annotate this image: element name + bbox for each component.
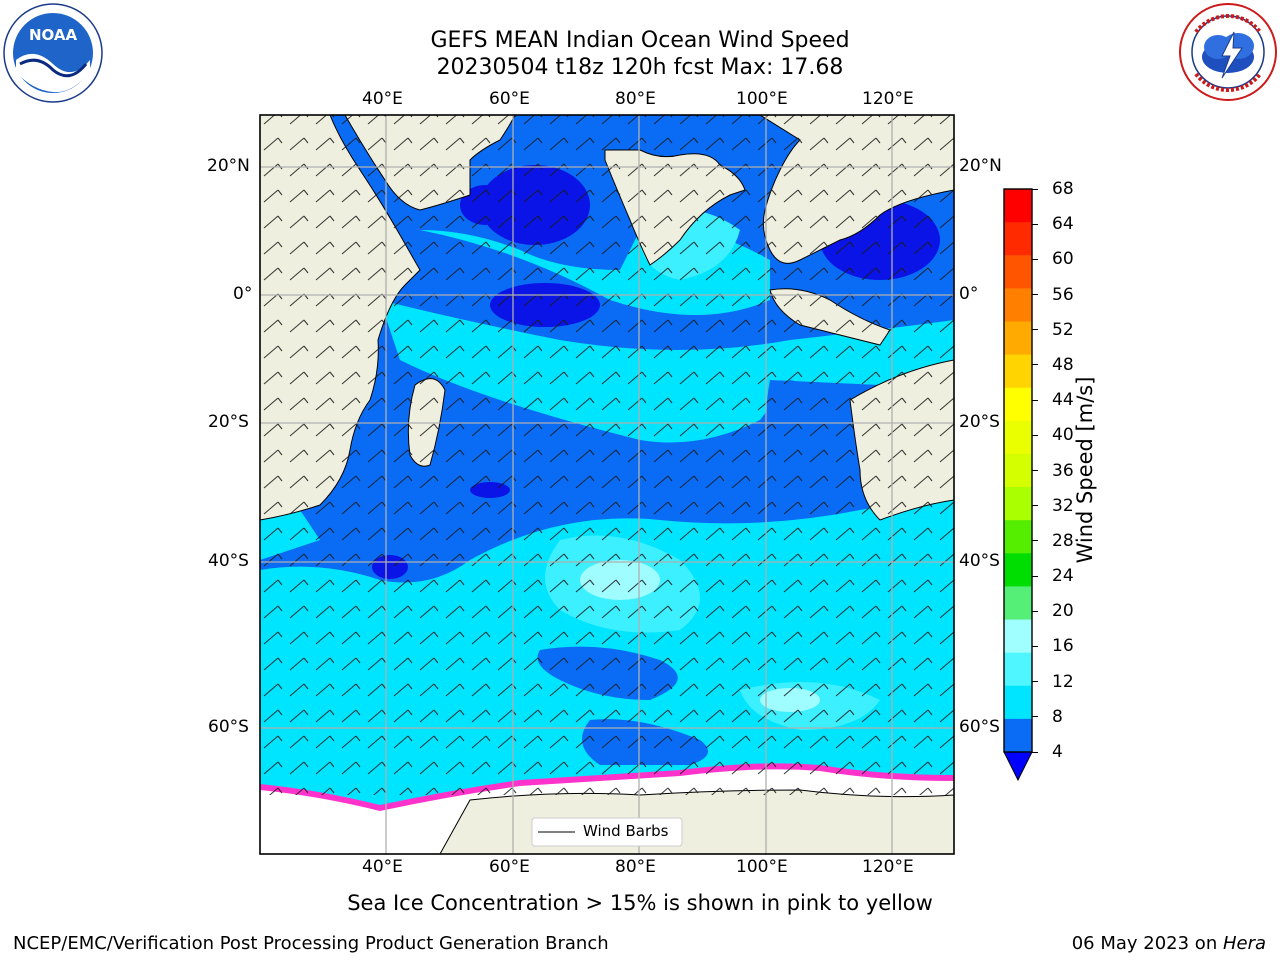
lat-tick-left: 20°S	[208, 412, 249, 432]
colorbar-segment	[1004, 619, 1032, 654]
colorbar-tick-mark	[1032, 364, 1038, 366]
colorbar-tick-mark	[1032, 645, 1038, 647]
colorbar-tick-mark	[1032, 258, 1038, 260]
colorbar-tick-label: 52	[1052, 319, 1074, 340]
colorbar-tick-label: 28	[1052, 530, 1074, 551]
colorbar-segment	[1004, 288, 1032, 322]
colorbar-tick-mark	[1032, 575, 1038, 577]
colorbar-segment	[1004, 387, 1032, 422]
colorbar-segment	[1004, 189, 1032, 223]
colorbar-segment	[1004, 321, 1032, 356]
colorbar-segment	[1004, 354, 1032, 389]
colorbar-tick-label: 60	[1052, 249, 1074, 270]
footer-date: 06 May 2023 on	[1071, 933, 1223, 954]
map-subtitle: 20230504 t18z 120h fcst Max: 17.68	[436, 55, 844, 80]
sea-ice-caption: Sea Ice Concentration > 15% is shown in …	[347, 891, 933, 915]
gridlines	[260, 115, 954, 854]
colorbar-tick-label: 48	[1052, 354, 1074, 375]
colorbar-segment	[1004, 718, 1032, 753]
colorbar-segment	[1004, 487, 1032, 521]
lat-tick-left: 20°N	[207, 156, 250, 176]
lon-tick-bottom: 120°E	[862, 857, 914, 877]
colorbar	[1003, 188, 1033, 782]
colorbar-tick-mark	[1032, 434, 1038, 436]
colorbar-segment	[1004, 553, 1032, 587]
colorbar-segment	[1004, 420, 1032, 455]
lat-tick-left: 60°S	[208, 717, 249, 737]
lon-tick-top: 40°E	[362, 89, 403, 109]
footer-right: 06 May 2023 on Hera	[1072, 933, 1266, 954]
colorbar-tick-mark	[1032, 470, 1038, 471]
colorbar-tick-label: 4	[1052, 742, 1063, 762]
colorbar-tick-mark	[1032, 610, 1038, 612]
colorbar-segment	[1004, 255, 1032, 289]
colorbar-tick-label: 40	[1052, 425, 1074, 446]
colorbar-tick-mark	[1032, 681, 1038, 683]
legend-label: Wind Barbs	[583, 822, 669, 840]
map-frame	[259, 114, 955, 855]
land-antarctica	[439, 789, 954, 854]
colorbar-tick-mark	[1032, 716, 1038, 718]
lat-tick-right: 60°S	[959, 717, 1000, 737]
lon-tick-top: 60°E	[489, 89, 530, 109]
colorbar-tick-mark	[1032, 223, 1038, 225]
lon-tick-bottom: 60°E	[489, 857, 530, 877]
colorbar-segment	[1004, 586, 1032, 621]
noaa-logo: NOAA	[3, 3, 103, 103]
lon-tick-top: 100°E	[736, 89, 788, 109]
lon-tick-top: 120°E	[862, 89, 914, 109]
colorbar-segment	[1004, 520, 1032, 554]
lat-tick-right: 20°N	[959, 156, 1002, 176]
lat-tick-left: 0°	[233, 284, 253, 304]
lon-tick-top: 80°E	[615, 89, 656, 109]
lon-tick-bottom: 100°E	[736, 857, 788, 877]
colorbar-segment	[1004, 222, 1032, 256]
legend-box	[531, 817, 683, 847]
colorbar-tick-mark	[1032, 188, 1038, 190]
colorbar-under-arrow	[1003, 751, 1033, 782]
colorbar-segment	[1004, 685, 1032, 720]
lat-tick-right: 40°S	[959, 551, 1000, 571]
colorbar-tick-label: 56	[1052, 284, 1074, 305]
colorbar-tick-mark	[1032, 540, 1038, 542]
lat-tick-left: 40°S	[208, 551, 249, 571]
colorbar-tick-mark	[1032, 399, 1038, 401]
lat-tick-right: 0°	[959, 284, 979, 304]
colorbar-tick-label: 68	[1052, 179, 1074, 199]
colorbar-segment	[1004, 453, 1032, 488]
wind-barbs	[260, 115, 954, 795]
footer-left: NCEP/EMC/Verification Post Processing Pr…	[13, 933, 609, 954]
colorbar-tick-label: 24	[1052, 566, 1074, 587]
colorbar-segment	[1004, 652, 1032, 687]
colorbar-tick-label: 20	[1052, 601, 1074, 622]
colorbar-tick-label: 8	[1052, 706, 1063, 727]
colorbar-tick-mark	[1032, 294, 1038, 296]
colorbar-tick-mark	[1032, 751, 1038, 753]
colorbar-tick-label: 16	[1052, 636, 1074, 657]
colorbar-tick-mark	[1032, 329, 1038, 331]
colorbar-tick-label: 64	[1052, 214, 1074, 235]
colorbar-label: Wind Speed [m/s]	[1073, 376, 1097, 564]
colorbar-tick-label: 12	[1052, 671, 1074, 692]
lat-tick-right: 20°S	[959, 412, 1000, 432]
colorbar-tick-label: 32	[1052, 495, 1074, 516]
nws-logo	[1179, 3, 1277, 101]
colorbar-tick-label: 36	[1052, 460, 1074, 481]
colorbar-tick-label: 44	[1052, 390, 1074, 411]
map-title: GEFS MEAN Indian Ocean Wind Speed	[430, 28, 850, 53]
lon-tick-bottom: 80°E	[615, 857, 656, 877]
svg-text:NOAA: NOAA	[29, 26, 78, 44]
lon-tick-bottom: 40°E	[362, 857, 403, 877]
colorbar-tick-mark	[1032, 505, 1038, 507]
footer-host: Hera	[1222, 933, 1266, 954]
